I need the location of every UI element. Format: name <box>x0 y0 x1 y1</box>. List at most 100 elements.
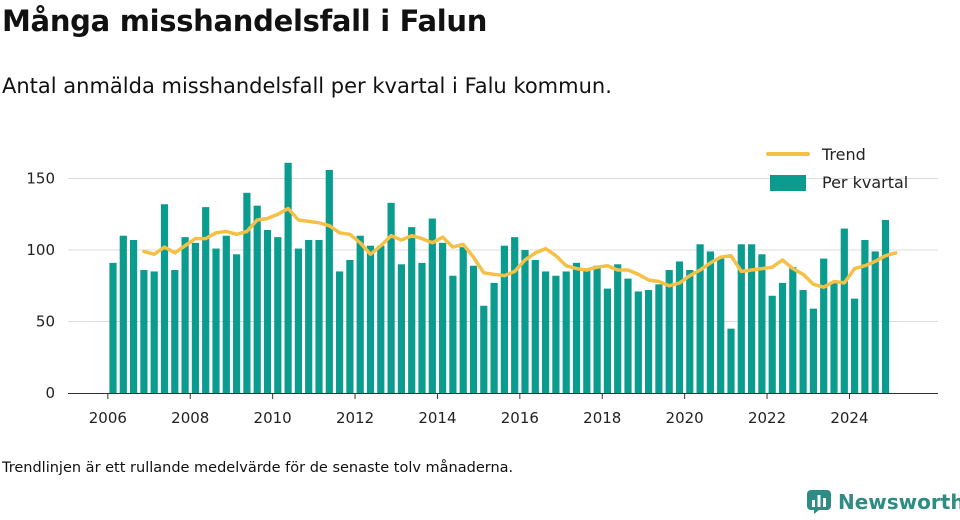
bar <box>727 328 735 393</box>
bar <box>377 245 385 393</box>
bar <box>706 251 714 393</box>
bar <box>356 235 364 393</box>
bar <box>469 265 478 393</box>
bar <box>408 227 416 393</box>
bar <box>748 244 756 393</box>
bar <box>222 235 230 393</box>
bar <box>243 192 251 393</box>
bar <box>572 262 581 393</box>
x-tick-label: 2008 <box>171 409 209 427</box>
x-tick-label: 2014 <box>418 409 456 427</box>
bar <box>233 254 241 393</box>
bar <box>830 281 838 393</box>
bar <box>418 262 426 393</box>
bar <box>212 248 220 393</box>
bar <box>140 270 148 393</box>
bar <box>119 235 127 393</box>
bar <box>315 239 323 393</box>
bar <box>109 262 117 393</box>
bar <box>789 267 797 393</box>
trend-layer <box>142 206 898 289</box>
bar <box>583 270 591 393</box>
bar <box>655 284 663 393</box>
bar <box>130 239 138 393</box>
bar <box>202 207 210 393</box>
bar <box>737 244 745 393</box>
bar <box>645 290 653 393</box>
bar <box>191 242 199 393</box>
bar <box>521 250 529 393</box>
bar <box>614 264 622 393</box>
bar <box>717 257 725 393</box>
trend-line <box>142 206 898 289</box>
bar <box>428 218 436 393</box>
legend-bar-label: Per kvartal <box>822 173 908 192</box>
bar <box>439 242 447 393</box>
bar <box>686 270 694 393</box>
bar <box>624 278 632 393</box>
bar <box>480 305 488 393</box>
chart-title: Många misshandelsfall i Falun <box>2 4 488 38</box>
bar <box>675 261 684 393</box>
bar <box>552 275 560 393</box>
bar <box>490 282 498 393</box>
chart-subtitle: Antal anmälda misshandelsfall per kvarta… <box>2 74 612 98</box>
bar <box>171 270 179 393</box>
bar <box>851 298 859 393</box>
bar <box>294 248 302 393</box>
x-tick-label: 2016 <box>501 409 539 427</box>
bar <box>366 245 375 393</box>
legend: Trend Per kvartal <box>766 145 908 192</box>
bar <box>459 247 467 393</box>
bar <box>346 260 354 393</box>
bar <box>634 291 642 393</box>
y-tick-label: 150 <box>26 170 55 188</box>
x-tick-label: 2020 <box>666 409 704 427</box>
bar <box>336 271 344 393</box>
bar <box>665 270 673 393</box>
brand-name: Newsworthy <box>838 490 960 514</box>
bar <box>263 229 272 393</box>
bar <box>861 239 869 393</box>
bar <box>500 245 508 393</box>
bar <box>809 308 817 393</box>
bar <box>758 254 766 393</box>
bar <box>871 251 879 393</box>
x-tick-label: 2022 <box>748 409 786 427</box>
bar <box>542 271 550 393</box>
bar <box>603 288 611 393</box>
bar <box>820 258 828 393</box>
bar <box>593 265 601 393</box>
footnote: Trendlinjen är ett rullande medelvärde f… <box>2 460 514 476</box>
legend-bar-swatch <box>770 175 806 191</box>
chart: 0 50 100 150 2006 2008 2010 2012 2014 2016 2018 202… <box>26 145 938 427</box>
bar <box>274 237 282 393</box>
bar <box>799 290 807 393</box>
y-tick-label: 100 <box>26 241 55 259</box>
y-tick-label: 50 <box>36 313 55 331</box>
bar <box>325 169 333 393</box>
bar-chart-icon <box>807 490 831 514</box>
bar <box>511 237 519 393</box>
x-tick-label: 2006 <box>89 409 127 427</box>
bar <box>449 275 457 393</box>
x-tick-label: 2018 <box>583 409 621 427</box>
bar <box>531 260 539 393</box>
x-tick-label: 2010 <box>254 409 292 427</box>
bar <box>253 205 261 393</box>
legend-trend-label: Trend <box>821 145 866 164</box>
bar <box>150 271 158 393</box>
y-tick-label: 0 <box>45 384 55 402</box>
newsworthy-logo: Newsworthy <box>806 489 960 515</box>
bar <box>778 282 787 393</box>
x-tick-label: 2024 <box>830 409 868 427</box>
bar <box>696 244 704 393</box>
bar <box>305 239 313 393</box>
bar <box>284 162 292 393</box>
bar <box>387 202 395 393</box>
bar <box>768 295 776 393</box>
bar <box>562 271 570 393</box>
bar <box>397 264 405 393</box>
bar <box>181 237 189 393</box>
x-tick-label: 2012 <box>336 409 374 427</box>
